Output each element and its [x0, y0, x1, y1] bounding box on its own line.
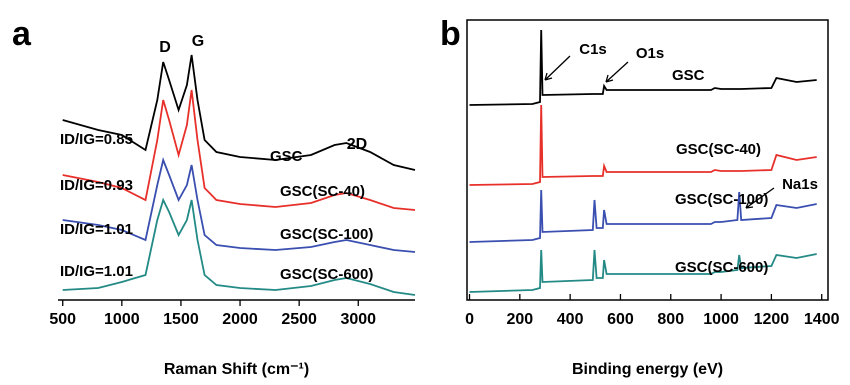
annotation: ID/IG=1.01: [60, 263, 133, 280]
x-tick-label: 2500: [281, 311, 317, 328]
annotation: O1s: [636, 45, 664, 62]
annotation: 2D: [347, 136, 367, 153]
x-tick-label: 1000: [703, 311, 739, 328]
annotation: Na1s: [782, 176, 818, 193]
arrows: [544, 55, 775, 209]
x-tick-label: 800: [657, 311, 684, 328]
annotation: G: [192, 33, 204, 50]
x-tick-label: 200: [506, 311, 533, 328]
x-tick-label: 1000: [104, 311, 140, 328]
spectrum-line: [62, 89, 416, 211]
x-tick-label: 3000: [340, 311, 376, 328]
x-axis-label: Binding energy (eV): [572, 361, 723, 378]
spectrum-line: [469, 249, 817, 293]
series-label: GSC(SC-40): [676, 141, 761, 158]
annotation: ID/IG=0.85: [60, 131, 133, 148]
annotation: ID/IG=1.01: [60, 221, 133, 238]
x-tick-label: 600: [607, 311, 634, 328]
series-label: GSC: [672, 67, 705, 84]
spectrum-line: [469, 189, 817, 243]
series-label: GSC: [270, 148, 303, 165]
spectrum-line: [62, 156, 416, 253]
x-tick-label: 1500: [163, 311, 199, 328]
spectrum-line: [62, 54, 416, 171]
series-label: GSC(SC-100): [280, 226, 373, 243]
series-label: GSC(SC-40): [280, 183, 365, 200]
spectrum-line: [469, 104, 817, 186]
series-label: GSC(SC-600): [675, 259, 768, 276]
spectrum-line: [469, 29, 817, 106]
arrow: [745, 187, 775, 209]
x-tick-label: 500: [49, 311, 76, 328]
annotation: C1s: [579, 41, 607, 58]
x-tick-label: 400: [557, 311, 584, 328]
arrow: [544, 55, 571, 81]
arrow: [605, 61, 629, 83]
annotation: ID/IG=0.93: [60, 177, 133, 194]
panel-label: b: [440, 15, 461, 53]
panel-label: a: [12, 15, 32, 53]
x-tick-label: 1200: [754, 311, 790, 328]
series-label: GSC(SC-600): [280, 266, 373, 283]
annotation: D: [159, 39, 171, 56]
x-axis-label: Raman Shift (cm⁻¹): [164, 361, 309, 378]
x-tick-label: 0: [465, 311, 474, 328]
panel-b-frame: [466, 19, 829, 301]
spectrum-line: [62, 197, 416, 296]
x-tick-label: 1400: [804, 311, 840, 328]
series-label: GSC(SC-100): [675, 191, 768, 208]
x-tick-label: 2000: [222, 311, 258, 328]
